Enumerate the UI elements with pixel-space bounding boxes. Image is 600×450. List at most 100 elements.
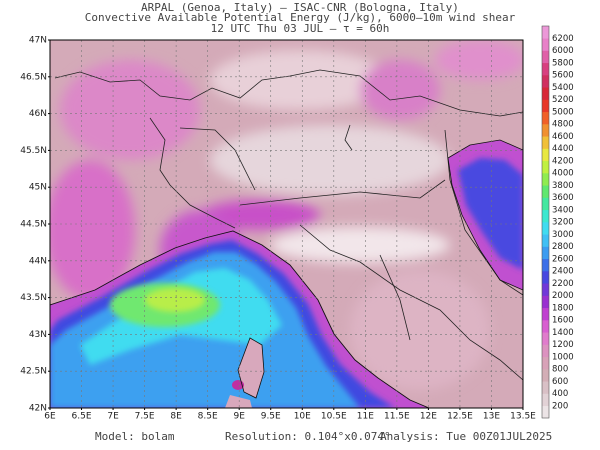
lat-label: 43.5N bbox=[20, 293, 47, 303]
lat-label: 43N bbox=[29, 330, 47, 340]
colorbar-label: 2000 bbox=[552, 291, 574, 301]
colorbar-label: 5800 bbox=[552, 58, 574, 68]
lon-label: 11.5E bbox=[384, 412, 410, 422]
colorbar-swatch bbox=[542, 87, 549, 100]
lat-label: 44.5N bbox=[20, 220, 47, 230]
footer-model: Model: bolam bbox=[95, 430, 175, 443]
lat-label: 46.5N bbox=[20, 72, 47, 82]
lat-label: 42N bbox=[29, 404, 47, 414]
colorbar-swatch bbox=[542, 50, 549, 64]
lon-label: 6.5E bbox=[72, 412, 92, 422]
axes: 47N 46.5N 46N 45.5N 45N 44.5N 44N 43.5N 43N 42.5N… bbox=[20, 36, 536, 422]
colorbar-label: 5200 bbox=[552, 95, 574, 105]
colorbar-swatch bbox=[542, 209, 549, 223]
colorbar-swatch bbox=[542, 185, 549, 198]
colorbar-label: 1000 bbox=[552, 352, 574, 362]
lat-label: 42.5N bbox=[20, 367, 47, 377]
colorbar-label: 4400 bbox=[552, 144, 574, 154]
lon-label: 10.5E bbox=[321, 412, 347, 422]
lon-label: 13.5E bbox=[510, 412, 536, 422]
colorbar-swatch bbox=[542, 234, 549, 247]
colorbar-label: 4600 bbox=[552, 132, 574, 142]
colorbar-swatch bbox=[542, 393, 549, 407]
colorbar-label: 4800 bbox=[552, 120, 574, 130]
colorbar-swatch bbox=[542, 160, 549, 174]
colorbar: 200 400 600 800 1000 1200 1400 1600 1800 2000 2200… bbox=[541, 25, 574, 419]
lon-label: 13E bbox=[483, 412, 500, 422]
lat-label: 47N bbox=[29, 36, 47, 46]
colorbar-label: 6200 bbox=[552, 34, 574, 44]
colorbar-swatch bbox=[542, 307, 549, 321]
lon-label: 6E bbox=[44, 412, 56, 422]
colorbar-swatch bbox=[542, 75, 549, 88]
colorbar-swatch bbox=[542, 332, 549, 345]
colorbar-frame bbox=[541, 25, 550, 419]
colorbar-swatch bbox=[542, 271, 549, 284]
lat-label: 45N bbox=[29, 183, 47, 193]
colorbar-swatch bbox=[542, 136, 549, 149]
colorbar-label: 2600 bbox=[552, 254, 574, 264]
colorbar-swatch bbox=[542, 344, 549, 358]
lon-label: 9E bbox=[233, 412, 245, 422]
colorbar-swatch bbox=[542, 222, 549, 235]
colorbar-swatch bbox=[542, 381, 549, 394]
header-line: ARPAL (Genoa, Italy) – ISAC-CNR (Bologna… bbox=[141, 1, 459, 14]
colorbar-label: 2800 bbox=[552, 242, 574, 252]
colorbar-swatch bbox=[542, 320, 549, 333]
colorbar-swatch bbox=[542, 405, 549, 419]
colorbar-label: 1400 bbox=[552, 328, 574, 338]
colorbar-swatch bbox=[542, 99, 549, 113]
colorbar-label: 3400 bbox=[552, 205, 574, 215]
footer-analysis: Analysis: Tue 00Z01JUL2025 bbox=[380, 430, 552, 443]
header-line: 12 UTC Thu 03 JUL – τ = 60h bbox=[211, 22, 390, 35]
colorbar-label: 800 bbox=[552, 365, 568, 375]
colorbar-label: 2200 bbox=[552, 279, 574, 289]
colorbar-label: 1200 bbox=[552, 340, 574, 350]
header-line: Convective Available Potential Energy (J… bbox=[85, 11, 516, 24]
colorbar-label: 2400 bbox=[552, 267, 574, 277]
colorbar-label: 6000 bbox=[552, 46, 574, 56]
colorbar-label: 3600 bbox=[552, 193, 574, 203]
lon-label: 7E bbox=[107, 412, 119, 422]
colorbar-swatch bbox=[542, 38, 549, 51]
colorbar-swatch bbox=[542, 246, 549, 260]
colorbar-label: 3200 bbox=[552, 218, 574, 228]
colorbar-label: 400 bbox=[552, 389, 568, 399]
lon-label: 12E bbox=[420, 412, 437, 422]
lon-label: 12.5E bbox=[447, 412, 473, 422]
colorbar-swatch bbox=[542, 148, 549, 162]
colorbar-label: 5400 bbox=[552, 83, 574, 93]
colorbar-label: 5000 bbox=[552, 107, 574, 117]
colorbar-label: 5600 bbox=[552, 71, 574, 81]
colorbar-swatch bbox=[542, 26, 549, 39]
lon-label: 8.5E bbox=[198, 412, 218, 422]
lat-label: 45.5N bbox=[20, 146, 47, 156]
colorbar-swatch bbox=[542, 62, 549, 76]
lon-label: 9.5E bbox=[261, 412, 281, 422]
lat-label: 46N bbox=[29, 109, 47, 119]
lon-label: 11E bbox=[357, 412, 374, 422]
colorbar-label: 4200 bbox=[552, 156, 574, 166]
colorbar-swatch bbox=[542, 111, 549, 125]
colorbar-swatch bbox=[542, 258, 549, 272]
colorbar-swatch bbox=[542, 124, 549, 137]
colorbar-swatch bbox=[542, 283, 549, 296]
colorbar-swatch bbox=[542, 197, 549, 211]
colorbar-label: 3800 bbox=[552, 181, 574, 191]
colorbar-label: 1800 bbox=[552, 303, 574, 313]
lon-label: 10E bbox=[294, 412, 311, 422]
colorbar-label: 200 bbox=[552, 401, 568, 411]
lon-label: 7.5E bbox=[135, 412, 155, 422]
lat-label: 44N bbox=[29, 256, 47, 266]
colorbar-swatch bbox=[542, 173, 549, 186]
colorbar-swatch bbox=[542, 356, 549, 370]
colorbar-label: 1600 bbox=[552, 316, 574, 326]
footer-resolution: Resolution: 0.104°x0.074° bbox=[225, 430, 391, 443]
colorbar-label: 600 bbox=[552, 377, 568, 387]
colorbar-label: 3000 bbox=[552, 230, 574, 240]
colorbar-label: 4000 bbox=[552, 169, 574, 179]
colorbar-swatch bbox=[542, 295, 549, 309]
graticule bbox=[50, 40, 523, 408]
